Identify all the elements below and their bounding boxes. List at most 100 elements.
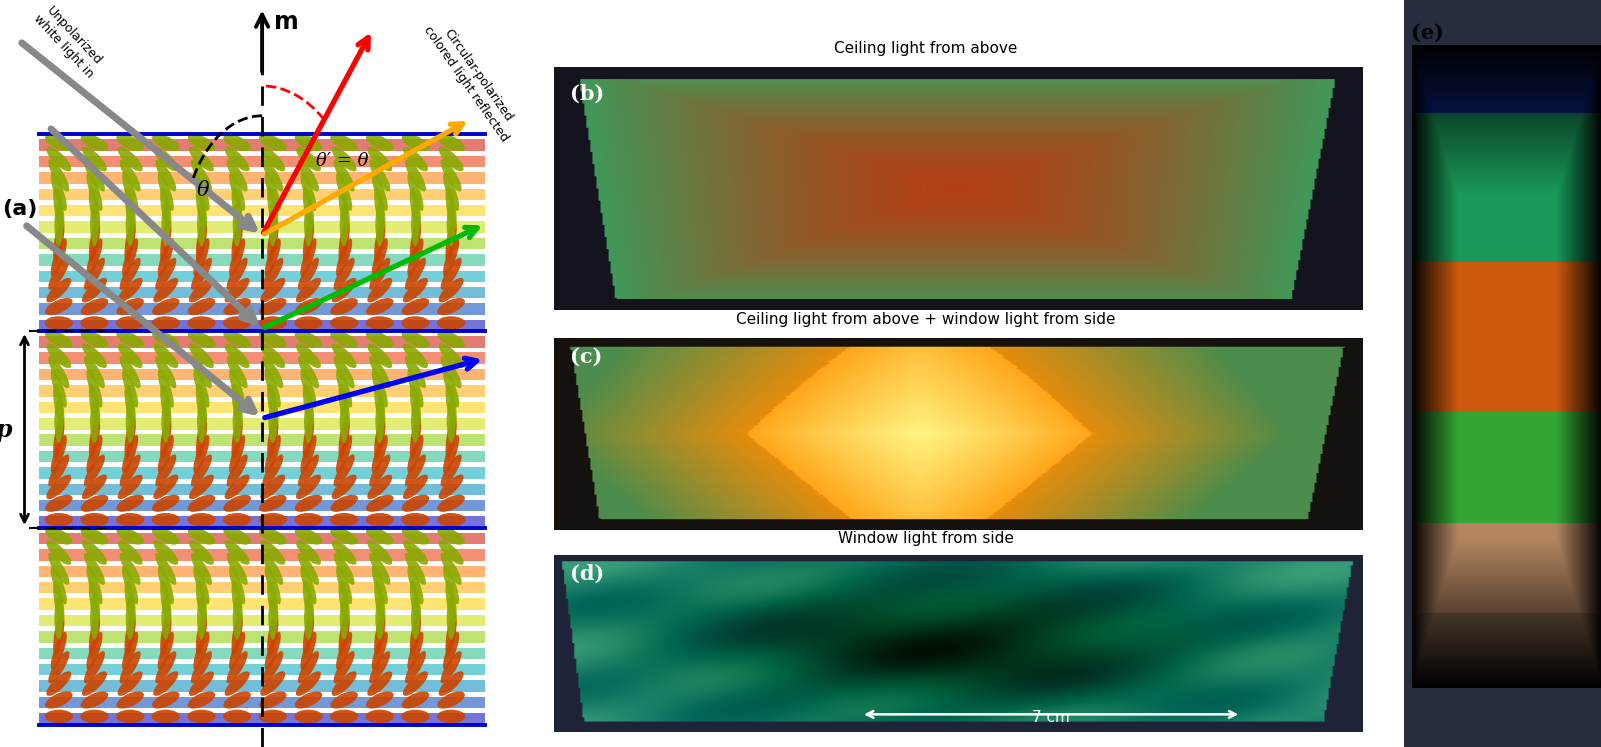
- Ellipse shape: [117, 527, 144, 545]
- Ellipse shape: [53, 417, 64, 459]
- Ellipse shape: [154, 474, 178, 499]
- Ellipse shape: [367, 540, 392, 565]
- Ellipse shape: [80, 134, 109, 151]
- Ellipse shape: [338, 220, 349, 262]
- Ellipse shape: [405, 258, 426, 290]
- Ellipse shape: [117, 298, 144, 315]
- Ellipse shape: [152, 298, 179, 315]
- Ellipse shape: [117, 474, 142, 499]
- Ellipse shape: [261, 474, 285, 499]
- Ellipse shape: [88, 384, 101, 426]
- Ellipse shape: [263, 454, 283, 486]
- Ellipse shape: [403, 540, 427, 565]
- Bar: [38, 188, 485, 200]
- Ellipse shape: [370, 258, 391, 290]
- Ellipse shape: [365, 513, 394, 527]
- Ellipse shape: [298, 356, 319, 388]
- Ellipse shape: [120, 159, 141, 191]
- Ellipse shape: [232, 384, 243, 426]
- Bar: [38, 254, 485, 266]
- Ellipse shape: [46, 278, 72, 303]
- Ellipse shape: [336, 238, 352, 276]
- Ellipse shape: [162, 203, 170, 247]
- Ellipse shape: [375, 203, 384, 247]
- Ellipse shape: [259, 331, 287, 348]
- Ellipse shape: [53, 613, 64, 655]
- Ellipse shape: [227, 258, 248, 290]
- Ellipse shape: [264, 173, 280, 211]
- Ellipse shape: [298, 651, 319, 684]
- Ellipse shape: [223, 710, 251, 723]
- Ellipse shape: [187, 134, 215, 151]
- Ellipse shape: [223, 513, 251, 527]
- Ellipse shape: [122, 435, 138, 473]
- Ellipse shape: [263, 159, 283, 191]
- Ellipse shape: [115, 316, 144, 329]
- Ellipse shape: [155, 553, 176, 585]
- Ellipse shape: [303, 187, 314, 229]
- Ellipse shape: [152, 513, 179, 527]
- Ellipse shape: [338, 580, 349, 623]
- Ellipse shape: [187, 495, 215, 512]
- Ellipse shape: [447, 596, 456, 639]
- Ellipse shape: [304, 596, 312, 639]
- Ellipse shape: [82, 344, 107, 368]
- Ellipse shape: [191, 651, 211, 684]
- Ellipse shape: [80, 710, 109, 723]
- Ellipse shape: [371, 238, 387, 276]
- Ellipse shape: [331, 146, 357, 171]
- Ellipse shape: [301, 370, 317, 408]
- Ellipse shape: [117, 331, 144, 348]
- Ellipse shape: [410, 417, 421, 459]
- Ellipse shape: [224, 298, 251, 315]
- Ellipse shape: [125, 417, 136, 459]
- Ellipse shape: [375, 400, 384, 443]
- Text: (e): (e): [1410, 22, 1444, 43]
- Ellipse shape: [90, 400, 99, 443]
- Ellipse shape: [301, 173, 317, 211]
- Ellipse shape: [402, 134, 429, 151]
- Ellipse shape: [152, 495, 179, 512]
- Ellipse shape: [375, 187, 386, 229]
- Ellipse shape: [195, 613, 207, 655]
- Ellipse shape: [155, 651, 176, 684]
- Text: p: p: [0, 418, 13, 441]
- Ellipse shape: [303, 384, 314, 426]
- Ellipse shape: [195, 384, 207, 426]
- Ellipse shape: [117, 495, 144, 512]
- Ellipse shape: [261, 672, 285, 696]
- Ellipse shape: [259, 513, 287, 527]
- Ellipse shape: [330, 298, 359, 315]
- Ellipse shape: [259, 134, 287, 151]
- Ellipse shape: [375, 580, 386, 623]
- Ellipse shape: [333, 553, 355, 585]
- Ellipse shape: [88, 417, 101, 459]
- Ellipse shape: [267, 187, 279, 229]
- Ellipse shape: [54, 400, 62, 443]
- Ellipse shape: [86, 435, 102, 473]
- Ellipse shape: [191, 356, 211, 388]
- Ellipse shape: [117, 540, 142, 565]
- Ellipse shape: [269, 400, 277, 443]
- Ellipse shape: [83, 454, 106, 486]
- Ellipse shape: [155, 258, 176, 290]
- Ellipse shape: [437, 495, 464, 512]
- Ellipse shape: [194, 370, 210, 408]
- Bar: [38, 418, 485, 430]
- Ellipse shape: [443, 173, 459, 211]
- Ellipse shape: [160, 580, 171, 623]
- Ellipse shape: [261, 540, 285, 565]
- Ellipse shape: [82, 540, 107, 565]
- Ellipse shape: [48, 159, 69, 191]
- Ellipse shape: [264, 435, 280, 473]
- Ellipse shape: [160, 613, 171, 655]
- Ellipse shape: [45, 513, 74, 527]
- Ellipse shape: [223, 316, 251, 329]
- Text: θ′ = θ: θ′ = θ: [315, 152, 368, 170]
- Ellipse shape: [191, 553, 211, 585]
- Bar: [38, 270, 485, 282]
- Ellipse shape: [83, 356, 106, 388]
- Ellipse shape: [447, 203, 456, 247]
- Ellipse shape: [445, 187, 456, 229]
- Ellipse shape: [224, 278, 250, 303]
